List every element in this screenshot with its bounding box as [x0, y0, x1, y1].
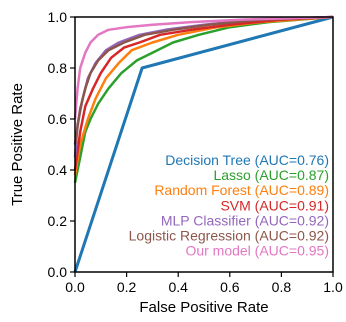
legend-entry-5: MLP Classifier (AUC=0.92): [161, 212, 329, 228]
legend-entry-1: Decision Tree (AUC=0.76): [165, 152, 329, 168]
x-tick-label: 1.0: [323, 279, 343, 295]
roc-curve-2: [73, 15, 334, 184]
x-tick-label: 0.8: [272, 279, 292, 295]
y-tick-label: 0.0: [48, 264, 68, 280]
x-tick-label: 0.4: [168, 279, 188, 295]
roc-curve-6: [73, 15, 334, 145]
legend: Decision Tree (AUC=0.76)Lasso (AUC=0.87)…: [129, 152, 329, 259]
x-axis-ticks: 0.0 0.2 0.4 0.6 0.8 1.0: [65, 272, 343, 295]
y-axis-ticks: 0.0 0.2 0.4 0.6 0.8 1.0: [48, 9, 75, 280]
legend-entry-2: Lasso (AUC=0.87): [213, 167, 329, 183]
y-tick-label: 0.2: [48, 213, 68, 229]
y-tick-label: 1.0: [48, 9, 68, 25]
roc-curve-7: [73, 15, 334, 120]
roc-curve-4: [73, 15, 334, 171]
y-tick-label: 0.6: [48, 111, 68, 127]
legend-entry-3: Random Forest (AUC=0.89): [154, 182, 329, 198]
legend-entry-4: SVM (AUC=0.91): [220, 197, 329, 213]
legend-entry-7: Our model (AUC=0.95): [185, 243, 329, 259]
x-axis-title: False Positive Rate: [139, 299, 268, 316]
y-tick-label: 0.8: [48, 60, 68, 76]
legend-entry-6: Logistic Regression (AUC=0.92): [129, 228, 329, 244]
y-tick-label: 0.4: [48, 162, 68, 178]
x-tick-label: 0.0: [65, 279, 85, 295]
plot-frame: [74, 16, 334, 273]
y-axis-title: True Positive Rate: [9, 83, 26, 206]
x-tick-label: 0.6: [220, 279, 240, 295]
roc-curves: [73, 15, 334, 273]
roc-curve-1: [73, 15, 334, 273]
roc-curve-5: [73, 15, 334, 158]
x-tick-label: 0.2: [117, 279, 137, 295]
